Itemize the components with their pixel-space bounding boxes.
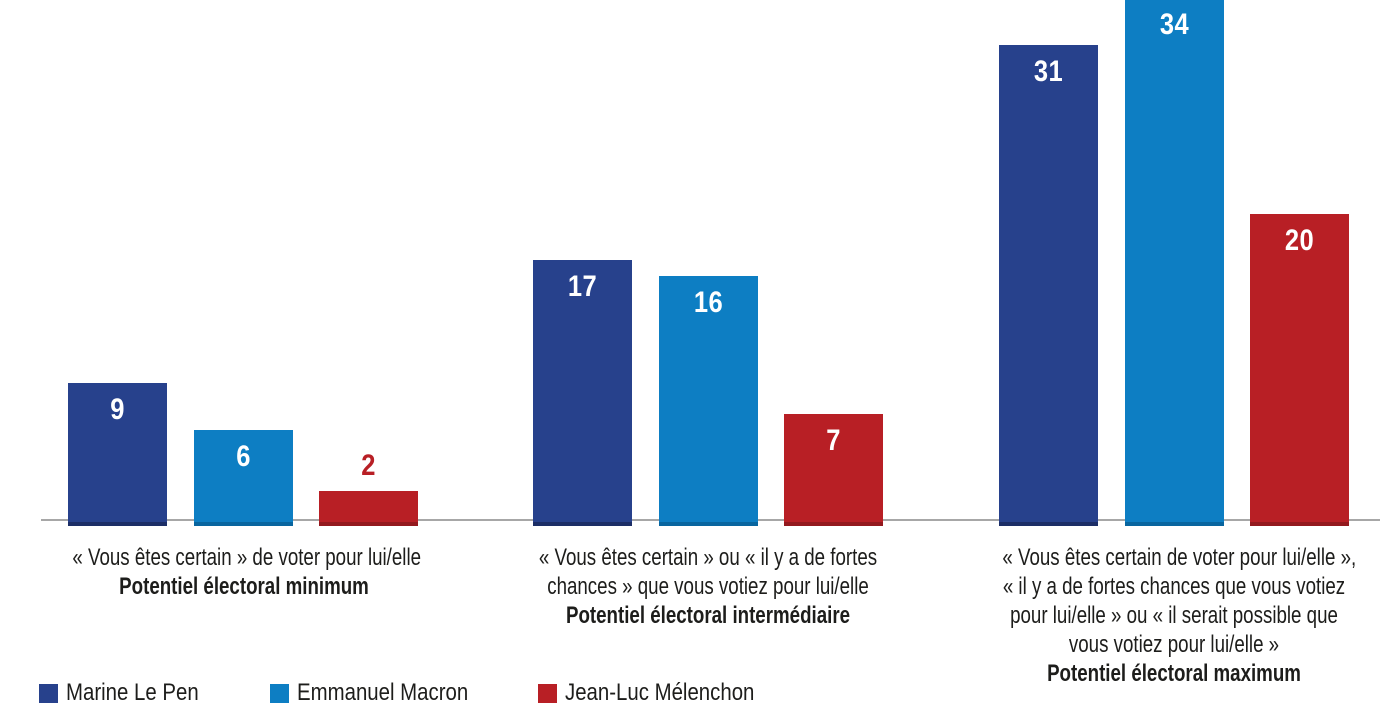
legend-item-jean-luc-melenchon: Jean-Luc Mélenchon xyxy=(538,679,788,706)
legend-color-swatch-emmanuel-macron xyxy=(270,683,289,703)
caption-line: « il y a de fortes chances que vous voti… xyxy=(1002,573,1346,600)
caption-line: pour lui/elle » ou « il serait possible … xyxy=(1010,602,1338,629)
category-caption-intermediaire: « Vous êtes certain » ou « il y a de for… xyxy=(536,543,879,630)
caption-line: « Vous êtes certain » ou « il y a de for… xyxy=(538,544,878,571)
caption-bold-line: Potentiel électoral minimum xyxy=(119,573,369,600)
bar-jean-luc-melenchon-group-3: 20 xyxy=(1250,214,1349,526)
legend-label: Marine Le Pen xyxy=(66,679,199,706)
bar-value-label: 9 xyxy=(110,393,125,426)
bar-value-label: 17 xyxy=(567,270,598,303)
bar-value-label: 6 xyxy=(236,440,251,473)
legend-item-emmanuel-macron: Emmanuel Macron xyxy=(270,679,498,706)
bar-value-label: 2 xyxy=(361,449,376,482)
bar-value-label: 20 xyxy=(1284,224,1315,257)
bar-marine-le-pen-group-3: 31 xyxy=(999,45,1098,526)
bar-jean-luc-melenchon-group-2: 7 xyxy=(784,414,883,526)
legend-item-marine-le-pen: Marine Le Pen xyxy=(39,679,222,706)
bar-emmanuel-macron-group-2: 16 xyxy=(659,276,758,526)
caption-line: chances » que vous votiez pour lui/elle xyxy=(547,573,869,600)
bar-value-label: 7 xyxy=(826,424,841,457)
legend: Marine Le Pen Emmanuel Macron Jean-Luc M… xyxy=(0,679,1380,708)
bar-value-label: 34 xyxy=(1159,8,1190,41)
caption-bold-line: Potentiel électoral maximum xyxy=(1047,660,1301,687)
legend-color-swatch-marine-le-pen xyxy=(39,683,58,703)
bar-marine-le-pen-group-1: 9 xyxy=(68,383,167,526)
bar-jean-luc-melenchon-group-1 xyxy=(319,491,418,526)
category-caption-minimum: « Vous êtes certain » de voter pour lui/… xyxy=(72,543,422,601)
bar-emmanuel-macron-group-3: 34 xyxy=(1125,0,1224,526)
caption-line: « Vous êtes certain » de voter pour lui/… xyxy=(72,544,422,571)
bar-marine-le-pen-group-2: 17 xyxy=(533,260,632,526)
caption-line: vous votiez pour lui/elle » xyxy=(1068,631,1280,658)
caption-line: « Vous êtes certain de voter pour lui/el… xyxy=(1002,544,1357,571)
bar-value-label: 16 xyxy=(693,286,724,319)
category-caption-maximum: « Vous êtes certain de voter pour lui/el… xyxy=(1002,543,1357,688)
plot-area: 9 17 31 6 16 34 2 7 20 xyxy=(41,0,1380,526)
bar-value-label: 31 xyxy=(1033,55,1064,88)
caption-bold-line: Potentiel électoral intermédiaire xyxy=(565,602,851,629)
bar-emmanuel-macron-group-1: 6 xyxy=(194,430,293,526)
legend-label: Emmanuel Macron xyxy=(297,679,469,706)
legend-color-swatch-jean-luc-melenchon xyxy=(538,683,557,703)
legend-label: Jean-Luc Mélenchon xyxy=(565,679,755,706)
